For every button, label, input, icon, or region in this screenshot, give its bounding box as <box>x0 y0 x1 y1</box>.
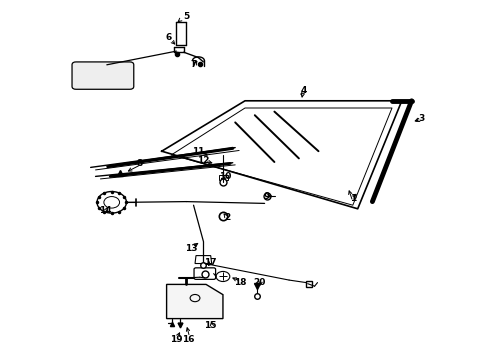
Polygon shape <box>167 284 223 319</box>
Text: 19: 19 <box>170 335 183 343</box>
Text: 7: 7 <box>190 60 197 69</box>
Text: 10: 10 <box>219 172 232 181</box>
Text: 8: 8 <box>137 159 143 168</box>
Text: 13: 13 <box>185 244 197 253</box>
Text: 5: 5 <box>183 12 189 21</box>
Text: 16: 16 <box>182 335 195 343</box>
Text: 14: 14 <box>99 206 112 215</box>
Text: 11: 11 <box>192 147 205 156</box>
Text: 15: 15 <box>204 321 217 330</box>
Text: 20: 20 <box>253 278 266 287</box>
Text: 17: 17 <box>204 258 217 266</box>
Text: 18: 18 <box>234 278 246 287</box>
Text: 2: 2 <box>225 213 231 222</box>
Text: 4: 4 <box>300 86 307 95</box>
Text: 3: 3 <box>418 114 424 123</box>
Text: 1: 1 <box>350 194 356 202</box>
Text: 9: 9 <box>264 192 270 201</box>
Text: 12: 12 <box>197 156 210 166</box>
FancyBboxPatch shape <box>72 62 134 89</box>
Text: 6: 6 <box>166 33 172 42</box>
